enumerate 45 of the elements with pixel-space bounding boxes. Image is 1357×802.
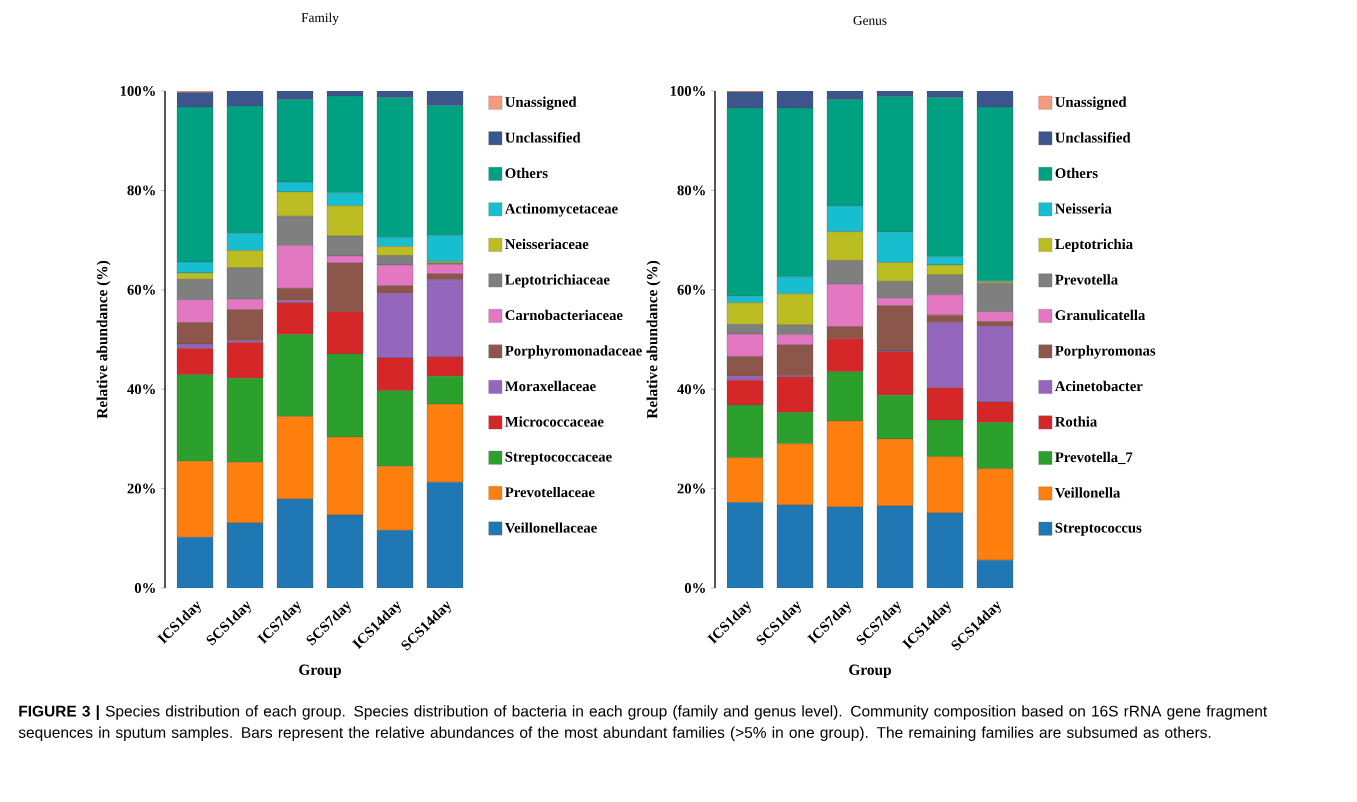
legend-label: Granulicatella: [1055, 309, 1146, 321]
legend-label: Veillonellaceae: [505, 522, 597, 533]
y-tick-label: 80%: [127, 185, 155, 196]
y-tick-label: 80%: [677, 185, 705, 196]
y-tick-label: 20%: [677, 483, 705, 494]
legend-label: Rothia: [1055, 416, 1097, 427]
y-tick-label: 0%: [134, 583, 155, 593]
legend-label: Prevotella_7: [1055, 451, 1133, 465]
legend-label: Unclassified: [1055, 132, 1131, 143]
y-tick-label: 20%: [127, 483, 155, 494]
legend-label: Unclassified: [505, 132, 581, 143]
chart-title: Family: [301, 12, 339, 25]
y-tick-label: 40%: [677, 384, 705, 395]
legend-label: Micrococcaceae: [505, 416, 604, 427]
y-axis-title: Relative abundance (%): [96, 260, 111, 419]
legend-label: Actinomycetaceae: [504, 203, 618, 217]
legend-label: Streptococcus: [1055, 522, 1142, 536]
legend-label: Neisseria: [1055, 203, 1112, 214]
legend-label: Leptotrichiaceae: [505, 274, 610, 288]
legend-label: Leptotrichia: [1055, 238, 1133, 253]
legend-label: Unassigned: [1055, 96, 1127, 111]
chart-title: Genus: [853, 15, 887, 25]
legend-label: Carnobacteriaceae: [505, 309, 623, 321]
y-axis-title: Relative abundance (%): [646, 260, 661, 419]
legend-label: Unassigned: [505, 96, 577, 111]
y-tick-label: 60%: [677, 284, 705, 295]
x-axis-title: Group: [299, 664, 341, 679]
legend-label: Porphyromonadaceae: [505, 345, 642, 359]
y-tick-label: 100%: [670, 86, 705, 96]
legend-label: Acinetobacter: [1054, 380, 1143, 392]
x-axis-title: Group: [849, 664, 891, 679]
y-tick-label: 60%: [127, 284, 155, 295]
legend-label: Neisseriaceae: [505, 238, 589, 250]
y-tick-label: 40%: [127, 384, 155, 395]
legend-label: Moraxellaceae: [505, 380, 596, 392]
legend-label: Others: [505, 167, 548, 179]
legend-label: Veillonella: [1055, 487, 1121, 498]
text: FIGURE 3 | Species distribution of each group. Species distribution of bacteria in each group (family and genus level). Community composition based on 16S rRNA gene fragment sequences in sputum samples. Bars represent the relative abundances of the most abundant families (>5% in one group). The remaining families are subsumed as others.: [18, 705, 1268, 742]
legend-label: Porphyromonas: [1055, 345, 1156, 359]
legend-label: Prevotellaceae: [505, 486, 595, 498]
legend-label: Others: [1055, 167, 1098, 179]
legend-label: Prevotella: [1055, 274, 1118, 285]
legend-label: Streptococcaceae: [505, 451, 612, 465]
y-tick-label: 0%: [684, 583, 705, 593]
y-tick-label: 100%: [120, 86, 155, 96]
